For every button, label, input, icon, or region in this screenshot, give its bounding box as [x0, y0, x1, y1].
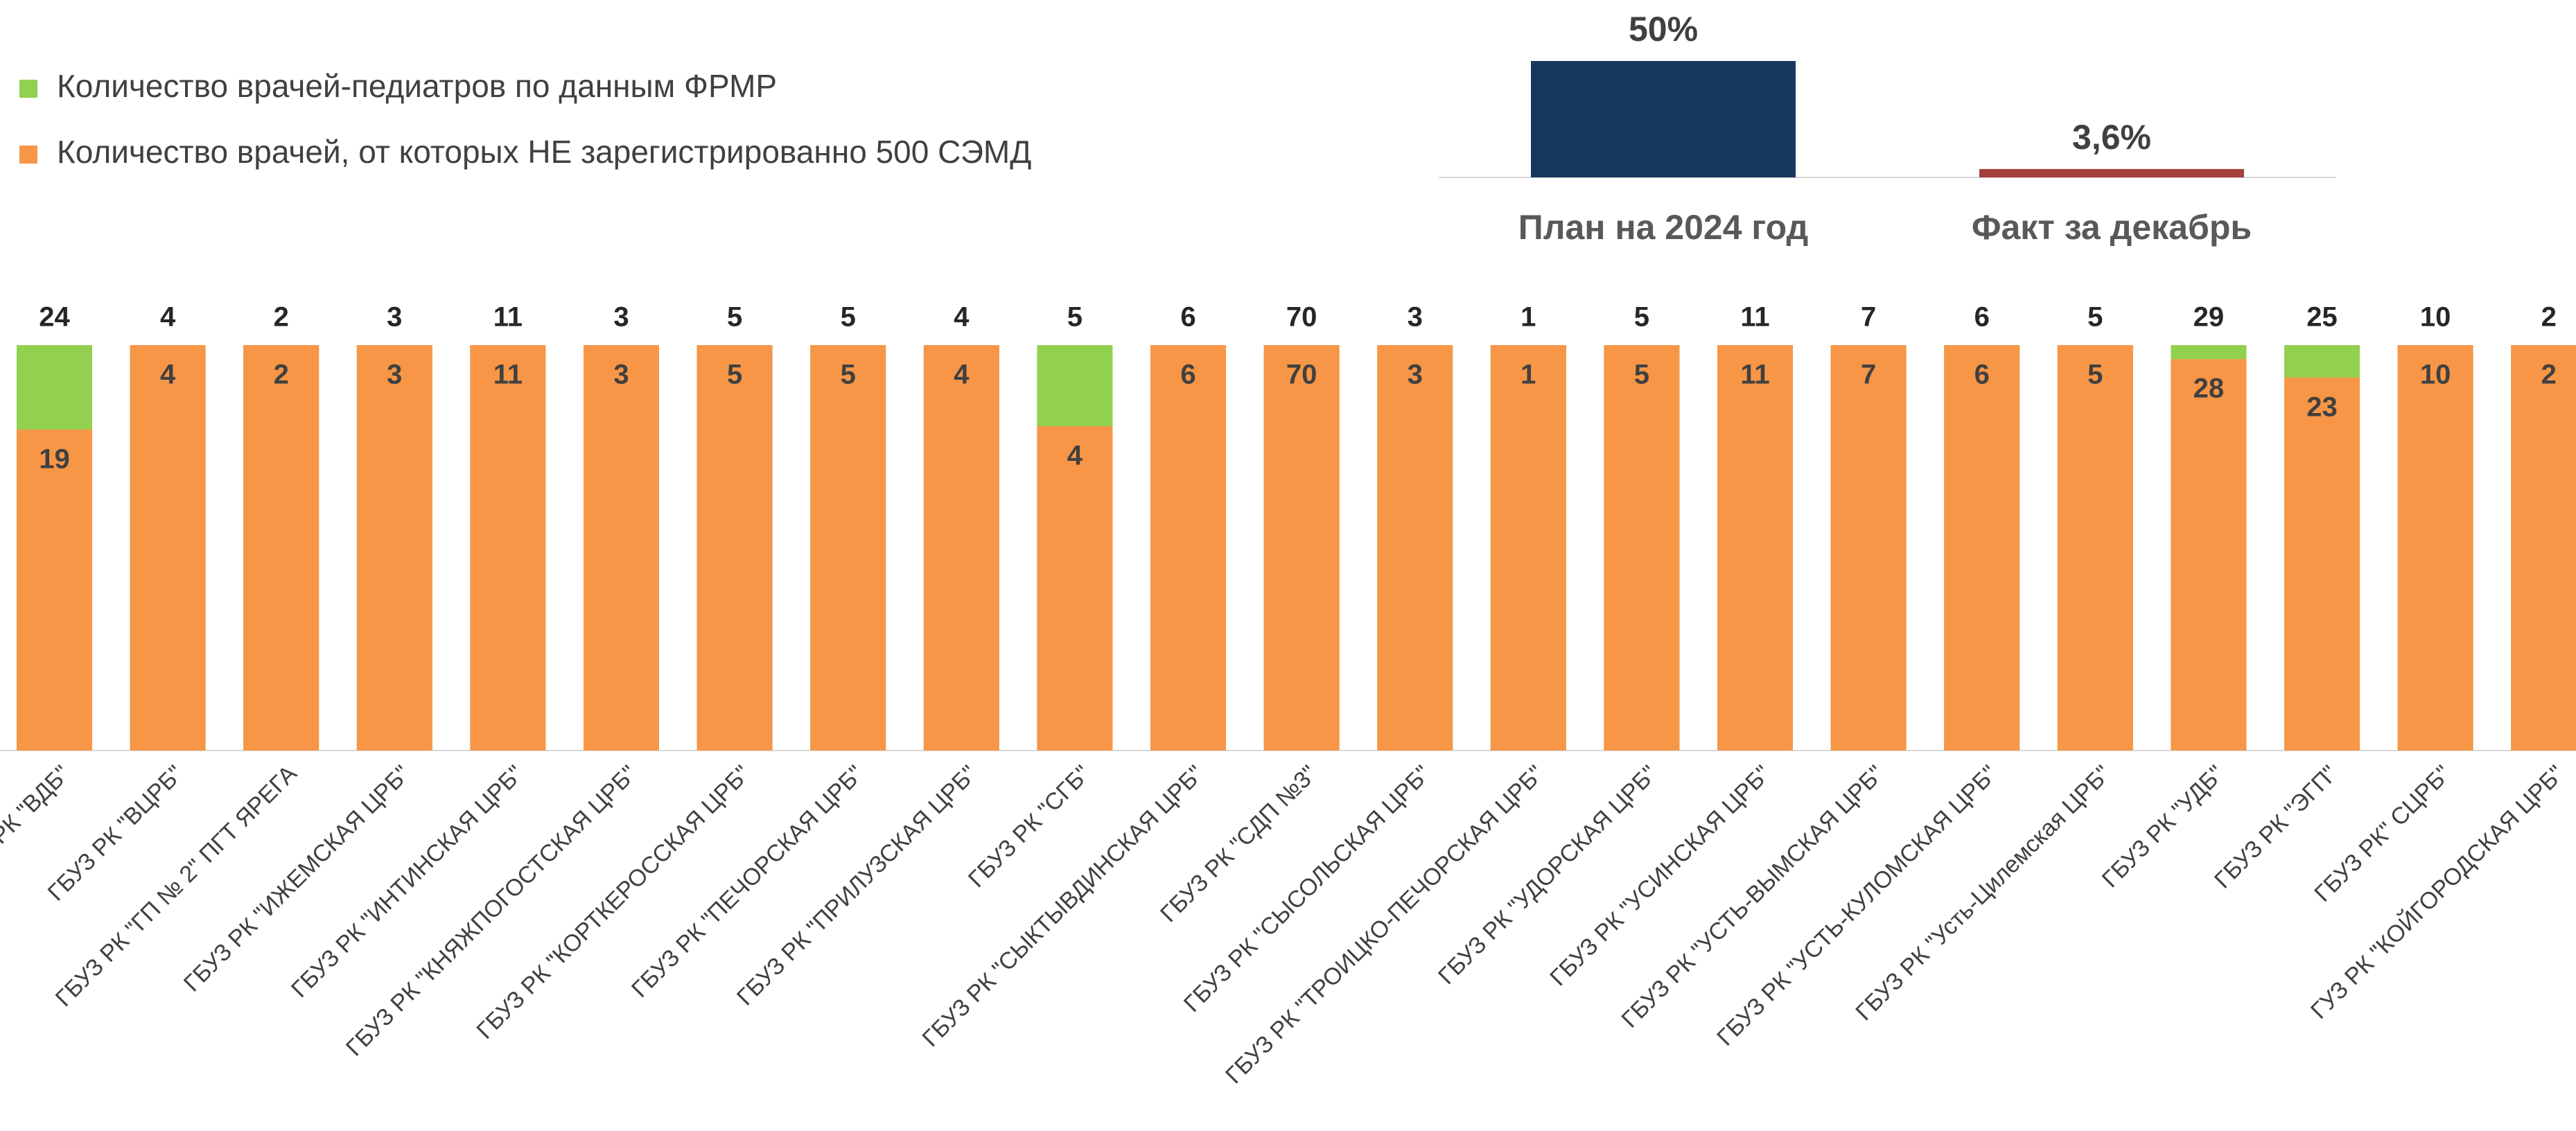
total-label: 5 — [1067, 302, 1083, 333]
x-tick-label: План на 2024 год — [1518, 208, 1808, 247]
x-tick-label: ГБУЗ РК "ПРИЛУЗСКАЯ ЦРБ" — [732, 760, 982, 1010]
total-label: 25 — [2306, 302, 2338, 333]
part-label: 28 — [2193, 374, 2225, 404]
total-label: 1 — [1521, 302, 1536, 333]
total-label: 5 — [727, 302, 742, 333]
total-label: 3 — [387, 302, 402, 333]
total-label: 10 — [2420, 302, 2451, 333]
part-label: 19 — [39, 444, 70, 474]
x-tick-label: ГБУЗ РК "СГБ" — [963, 760, 1096, 893]
bar-part — [2397, 345, 2473, 751]
bar — [1531, 61, 1796, 177]
bar-part — [1490, 345, 1566, 751]
total-label: 11 — [493, 302, 523, 333]
total-label: 2 — [274, 302, 289, 333]
total-label: 2 — [2541, 302, 2557, 333]
x-tick-label: ГУЗ РК "КОЙГОРОДСКАЯ ЦРБ" — [2306, 760, 2570, 1024]
total-label: 4 — [954, 302, 970, 333]
bar-part — [923, 345, 999, 751]
x-tick-label: ГБУЗ РК "ЭГП" — [2209, 760, 2342, 893]
total-label: 6 — [1974, 302, 1990, 333]
x-tick-label: ГБУЗ РК "ГП № 2" ПГТ ЯРЕГА — [51, 760, 302, 1012]
total-label: 11 — [1740, 302, 1769, 333]
bar-part — [2511, 345, 2576, 751]
part-label: 5 — [841, 360, 856, 390]
total-label: 24 — [39, 302, 70, 333]
bar-part — [2171, 359, 2247, 751]
total-label: 4 — [160, 302, 176, 333]
bar-part — [243, 345, 319, 751]
part-label: 4 — [954, 360, 970, 390]
part-label: 5 — [727, 360, 742, 390]
total-label: 6 — [1180, 302, 1195, 333]
total-label: 5 — [841, 302, 856, 333]
bar-part — [470, 345, 546, 751]
bar-part — [1037, 426, 1113, 751]
x-tick-label: ГБУЗ РК "ИЖЕМСКАЯ ЦРБ" — [179, 760, 415, 997]
part-label: 10 — [2420, 360, 2451, 390]
part-label: 1 — [1521, 360, 1536, 390]
bar-part — [696, 345, 773, 751]
part-label: 5 — [2087, 360, 2103, 390]
legend-label: Количество врачей-педиатров по данным ФР… — [57, 68, 777, 104]
total-label: 70 — [1286, 302, 1317, 333]
total-label: 29 — [2193, 302, 2225, 333]
part-label: 11 — [1740, 360, 1769, 390]
x-tick-label: ГБУЗ РК "УСИНСКАЯ ЦРБ" — [1545, 760, 1776, 991]
bar-part — [584, 345, 659, 751]
part-label: 7 — [1861, 360, 1876, 390]
bar-part — [356, 345, 432, 751]
bar-part — [1377, 345, 1453, 751]
x-tick-label: ГБУЗ РК "ПЕЧОРСКАЯ ЦРБ" — [627, 760, 869, 1003]
part-label: 3 — [1408, 360, 1423, 390]
total-label: 3 — [613, 302, 629, 333]
part-label: 6 — [1974, 360, 1990, 390]
part-label: 23 — [2306, 392, 2338, 422]
x-tick-label: ГБУЗ РК "ИНТИНСКАЯ ЦРБ" — [286, 760, 529, 1003]
part-label: 11 — [493, 360, 523, 390]
part-label: 6 — [1180, 360, 1195, 390]
total-label: 5 — [1634, 302, 1649, 333]
bar-part — [1944, 345, 2020, 751]
bar-part — [1263, 345, 1340, 751]
legend-swatch — [19, 146, 37, 164]
part-label: 4 — [160, 360, 176, 390]
total-label: 5 — [2087, 302, 2103, 333]
bar-part — [1150, 345, 1226, 751]
x-tick-label: ГБУЗ РК "УДБ" — [2097, 760, 2229, 893]
x-tick-label: ГБУЗ РК "Усть-Цилемская ЦРБ" — [1850, 760, 2116, 1026]
bar-part — [2284, 377, 2360, 751]
part-label: 5 — [1634, 360, 1649, 390]
total-label: 7 — [1861, 302, 1876, 333]
value-label: 3,6% — [2072, 118, 2151, 157]
bar-part — [17, 429, 92, 751]
total-label: 3 — [1408, 302, 1423, 333]
bar-part — [130, 345, 206, 751]
value-label: 50% — [1629, 10, 1698, 49]
part-label: 2 — [274, 360, 289, 390]
x-tick-label: ГБУЗ РК "УДОРСКАЯ ЦРБ" — [1433, 760, 1663, 990]
part-label: 2 — [2541, 360, 2557, 390]
part-label: 3 — [387, 360, 402, 390]
legend-label: Количество врачей, от которых НЕ зарегис… — [57, 134, 1031, 170]
bar-part — [1830, 345, 1907, 751]
legend-swatch — [19, 80, 37, 98]
bar-part — [1717, 345, 1793, 751]
part-label: 4 — [1067, 441, 1083, 471]
bar — [1979, 168, 2244, 177]
part-label: 70 — [1286, 360, 1317, 390]
part-label: 3 — [613, 360, 629, 390]
bar-part — [2057, 345, 2133, 751]
bar-part — [1604, 345, 1680, 751]
x-tick-label: Факт за декабрь — [1972, 208, 2252, 247]
x-tick-label: ГБУЗ РК "СЫСОЛЬСКАЯ ЦРБ" — [1179, 760, 1436, 1017]
bar-part — [810, 345, 886, 751]
